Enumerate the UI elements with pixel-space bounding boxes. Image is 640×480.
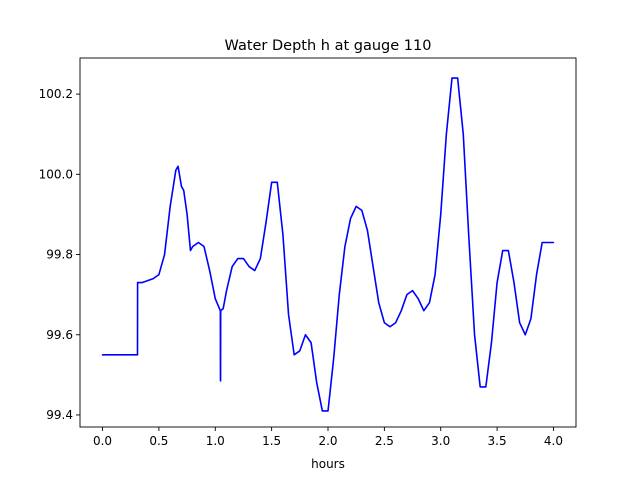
x-tick-label: 4.0 xyxy=(544,434,563,448)
x-tick-label: 2.0 xyxy=(318,434,337,448)
x-tick-label: 0.5 xyxy=(149,434,168,448)
y-tick-label: 99.6 xyxy=(46,328,73,342)
y-tick-label: 99.8 xyxy=(46,248,73,262)
y-tick-label: 100.0 xyxy=(39,167,73,181)
series-line-0 xyxy=(101,77,555,412)
plot-area: 0.0 0.5 1.0 1.5 2.0 2.5 3.0 3.5 4.0 99.4 99.6 99.8 1… xyxy=(39,57,577,448)
x-tick-label: 1.0 xyxy=(206,434,225,448)
x-tick-label: 3.0 xyxy=(431,434,450,448)
x-tick-label: 2.5 xyxy=(375,434,394,448)
chart-title: Water Depth h at gauge 110 xyxy=(225,38,432,54)
x-tick-label: 0.0 xyxy=(93,434,112,448)
x-tick-label: 3.5 xyxy=(488,434,507,448)
y-tick-label: 100.2 xyxy=(39,87,73,101)
y-tick-label: 99.4 xyxy=(46,408,73,422)
x-axis-label: hours xyxy=(311,457,345,471)
x-tick-label: 1.5 xyxy=(262,434,281,448)
